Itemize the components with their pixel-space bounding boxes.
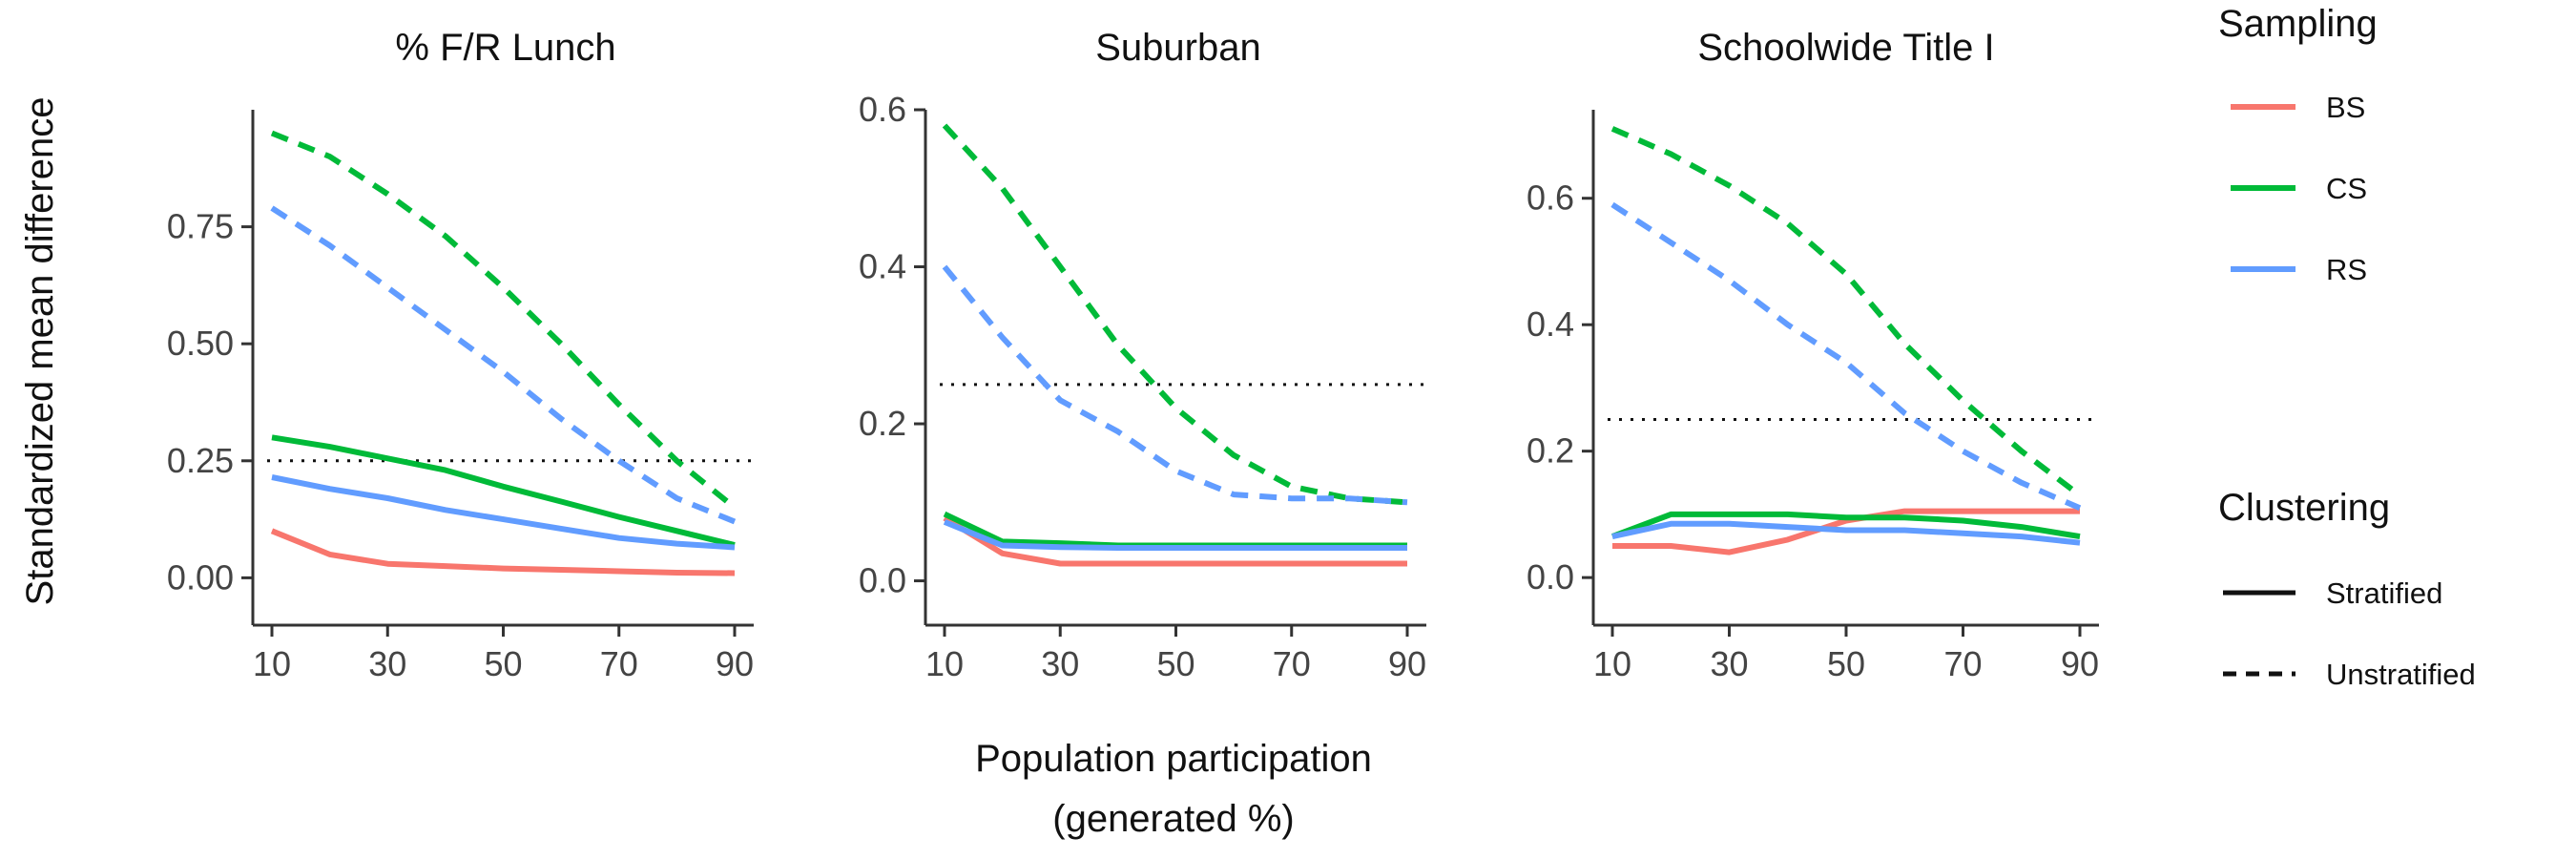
series-cs-stratified — [943, 511, 1407, 549]
legend-title: Sampling — [2218, 3, 2378, 45]
series-rs-unstratified — [270, 205, 737, 525]
x-tick-label: 10 — [925, 644, 964, 683]
y-tick-label: 0.50 — [167, 324, 234, 363]
x-tick-label: 30 — [368, 644, 406, 683]
panel-title: Suburban — [1095, 27, 1260, 69]
x-tick-label: 50 — [1156, 644, 1195, 683]
x-tick-label: 30 — [1041, 644, 1079, 683]
y-tick-label: 0.6 — [1527, 178, 1574, 218]
x-tick-label: 70 — [1943, 644, 1982, 683]
panel-suburban: Suburban 0.0 0.2 0.4 0.6 10 30 50 70 90 — [859, 27, 1426, 683]
legend-clustering-items: Stratified Unstratified — [2223, 576, 2476, 691]
legend-clustering: Clustering Stratified Unstratified — [2218, 487, 2476, 691]
y-tick-label: 0.6 — [859, 90, 906, 129]
y-tick-label: 0.2 — [1527, 431, 1574, 471]
x-tick-label: 10 — [253, 644, 291, 683]
panel-schoolwide-title-i: Schoolwide Title I 0.0 0.2 0.4 0.6 10 30 50 70 9… — [1527, 27, 2099, 683]
x-tick-label: 90 — [1388, 644, 1426, 683]
y-tick-label: 0.0 — [1527, 557, 1574, 597]
panel-1-plot-area: 0.0 0.2 0.4 0.6 10 30 50 70 90 — [859, 90, 1426, 683]
series-cs-stratified — [1610, 511, 2081, 540]
series-rs-stratified — [271, 474, 736, 551]
series-bs-stratified — [1612, 508, 2080, 555]
y-tick-label: 0.00 — [167, 557, 234, 597]
y-tick-label: 0.25 — [167, 441, 234, 480]
legend-label: Stratified — [2326, 576, 2442, 610]
legend-label: RS — [2326, 253, 2367, 286]
y-tick-label: 0.2 — [859, 404, 906, 443]
x-tick-label: 70 — [1273, 644, 1311, 683]
series-cs-stratified — [271, 434, 736, 549]
series-rs-unstratified — [1610, 201, 2082, 512]
y-tick-label: 0.4 — [1527, 304, 1574, 344]
panel-2-plot-area: 0.0 0.2 0.4 0.6 10 30 50 70 90 — [1527, 110, 2099, 683]
legend-sampling-items: BS CS RS — [2231, 91, 2367, 286]
series-rs-stratified — [1611, 520, 2081, 546]
y-axis-label: Standardized mean difference — [19, 97, 61, 606]
series-cs-unstratified — [942, 123, 1408, 506]
panel-free-reduced-lunch: % F/R Lunch 0.00 0.25 0.50 0.75 10 30 50 70 90 — [167, 27, 754, 683]
x-tick-label: 30 — [1710, 644, 1748, 683]
series-rs-unstratified — [942, 264, 1408, 506]
x-axis-label-line-1: Population participation — [975, 738, 1372, 780]
x-tick-label: 70 — [600, 644, 638, 683]
legend-label: BS — [2326, 91, 2365, 124]
series-bs-stratified — [943, 515, 1407, 567]
x-tick-label: 90 — [2061, 644, 2099, 683]
x-tick-label: 50 — [484, 644, 522, 683]
y-tick-label: 0.75 — [167, 207, 234, 246]
series-cs-unstratified — [1610, 126, 2082, 498]
x-axis-label-line-2: (generated %) — [1052, 798, 1294, 840]
legend-sampling: Sampling BS CS RS — [2218, 3, 2378, 286]
series-cs-unstratified — [270, 130, 737, 511]
x-tick-label: 50 — [1827, 644, 1865, 683]
legend-title: Clustering — [2218, 487, 2390, 529]
y-tick-label: 0.0 — [859, 561, 906, 600]
panel-0-plot-area: 0.00 0.25 0.50 0.75 10 30 50 70 90 — [167, 110, 754, 683]
series-rs-stratified — [943, 519, 1407, 551]
series-bs-stratified — [270, 528, 736, 576]
x-tick-label: 90 — [716, 644, 754, 683]
x-tick-label: 10 — [1593, 644, 1631, 683]
y-tick-label: 0.4 — [859, 247, 906, 286]
panel-title: Schoolwide Title I — [1697, 27, 1994, 69]
panel-title: % F/R Lunch — [395, 27, 615, 69]
legend-label: CS — [2326, 172, 2367, 205]
legend-label: Unstratified — [2326, 658, 2476, 691]
